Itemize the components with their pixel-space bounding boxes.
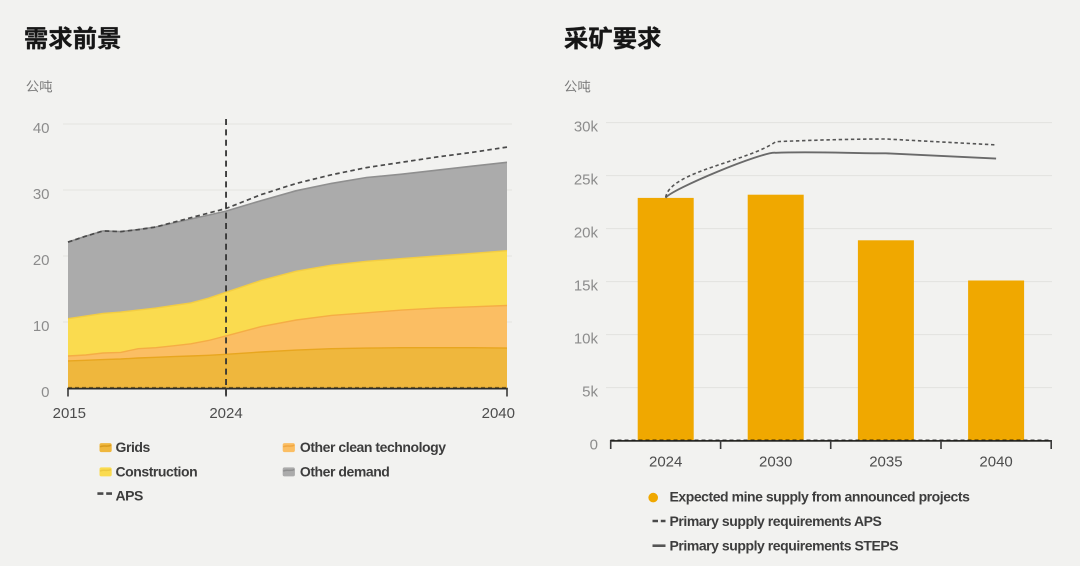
svg-text:Other clean technology: Other clean technology: [300, 439, 446, 455]
svg-text:0: 0: [590, 436, 598, 453]
svg-text:2040: 2040: [979, 453, 1012, 470]
svg-text:20k: 20k: [574, 224, 599, 241]
svg-text:20: 20: [33, 252, 50, 269]
svg-text:2040: 2040: [482, 405, 515, 422]
svg-text:2024: 2024: [649, 453, 682, 470]
svg-text:APS: APS: [116, 487, 144, 503]
svg-text:Primary supply requirements AP: Primary supply requirements APS: [670, 513, 882, 529]
svg-text:5k: 5k: [582, 383, 598, 400]
svg-text:30: 30: [33, 186, 50, 203]
svg-text:30k: 30k: [574, 118, 599, 135]
svg-text:2015: 2015: [53, 405, 86, 422]
svg-text:0: 0: [41, 384, 49, 401]
svg-text:2035: 2035: [869, 453, 902, 470]
svg-text:10k: 10k: [574, 330, 599, 347]
svg-text:25k: 25k: [574, 171, 599, 188]
svg-text:Construction: Construction: [116, 463, 198, 479]
svg-text:10: 10: [33, 318, 50, 335]
svg-text:Primary supply requirements ST: Primary supply requirements STEPS: [670, 538, 899, 554]
svg-text:Expected mine supply from anno: Expected mine supply from announced proj…: [670, 488, 971, 504]
svg-text:2024: 2024: [209, 405, 242, 422]
svg-text:Other demand: Other demand: [300, 463, 390, 479]
svg-text:Grids: Grids: [116, 439, 151, 455]
svg-text:15k: 15k: [574, 277, 599, 294]
svg-text:40: 40: [33, 120, 50, 137]
svg-text:2030: 2030: [759, 453, 792, 470]
